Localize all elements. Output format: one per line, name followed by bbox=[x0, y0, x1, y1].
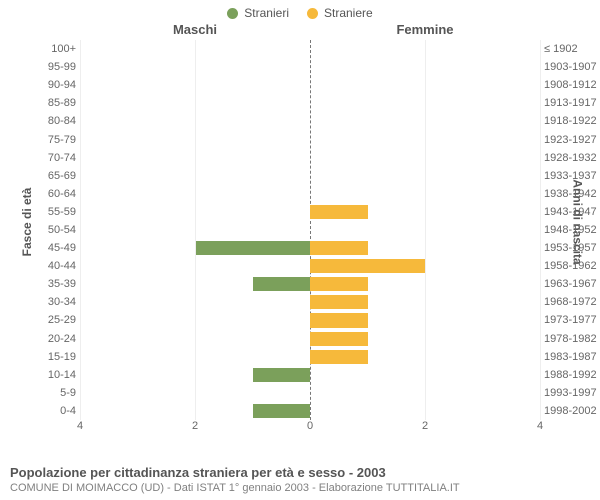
year-label: 1978-1982 bbox=[544, 333, 600, 345]
x-tick: 0 bbox=[307, 420, 313, 432]
year-label: 1908-1912 bbox=[544, 79, 600, 91]
age-label: 35-39 bbox=[24, 278, 76, 290]
bar-female bbox=[310, 259, 425, 273]
age-row: 95-991903-1907 bbox=[80, 58, 540, 76]
legend-item-female: Straniere bbox=[307, 6, 373, 20]
age-label: 20-24 bbox=[24, 333, 76, 345]
age-label: 30-34 bbox=[24, 296, 76, 308]
chart-area: Maschi Femmine Fasce di età Anni di nasc… bbox=[20, 22, 580, 442]
x-axis: 4 2 0 2 4 bbox=[80, 420, 540, 442]
age-row: 70-741928-1932 bbox=[80, 149, 540, 167]
x-tick: 4 bbox=[537, 420, 543, 432]
year-label: 1933-1937 bbox=[544, 170, 600, 182]
age-row: 20-241978-1982 bbox=[80, 330, 540, 348]
grid-line bbox=[80, 40, 81, 420]
bar-female bbox=[310, 205, 368, 219]
year-label: 1928-1932 bbox=[544, 152, 600, 164]
age-label: 40-44 bbox=[24, 260, 76, 272]
year-label: 1943-1947 bbox=[544, 206, 600, 218]
age-label: 45-49 bbox=[24, 242, 76, 254]
age-label: 65-69 bbox=[24, 170, 76, 182]
bar-female bbox=[310, 332, 368, 346]
swatch-male bbox=[227, 8, 238, 19]
age-row: 30-341968-1972 bbox=[80, 293, 540, 311]
age-row: 50-541948-1952 bbox=[80, 221, 540, 239]
age-label: 15-19 bbox=[24, 351, 76, 363]
x-tick: 2 bbox=[422, 420, 428, 432]
plot: 100+≤ 190295-991903-190790-941908-191285… bbox=[80, 40, 540, 420]
age-label: 70-74 bbox=[24, 152, 76, 164]
bar-female bbox=[310, 350, 368, 364]
bar-female bbox=[310, 277, 368, 291]
year-label: 1913-1917 bbox=[544, 97, 600, 109]
age-label: 50-54 bbox=[24, 224, 76, 236]
age-row: 65-691933-1937 bbox=[80, 167, 540, 185]
year-label: 1963-1967 bbox=[544, 278, 600, 290]
age-label: 95-99 bbox=[24, 61, 76, 73]
legend-label-female: Straniere bbox=[324, 6, 373, 20]
column-title-female: Femmine bbox=[310, 22, 540, 37]
caption: Popolazione per cittadinanza straniera p… bbox=[10, 465, 590, 494]
year-label: 1923-1927 bbox=[544, 134, 600, 146]
year-label: 1938-1942 bbox=[544, 188, 600, 200]
age-label: 75-79 bbox=[24, 134, 76, 146]
age-label: 10-14 bbox=[24, 369, 76, 381]
age-row: 75-791923-1927 bbox=[80, 130, 540, 148]
age-label: 5-9 bbox=[24, 387, 76, 399]
age-row: 55-591943-1947 bbox=[80, 203, 540, 221]
age-label: 60-64 bbox=[24, 188, 76, 200]
bar-male bbox=[253, 404, 311, 418]
age-row: 35-391963-1967 bbox=[80, 275, 540, 293]
year-label: 1958-1962 bbox=[544, 260, 600, 272]
age-row: 0-41998-2002 bbox=[80, 402, 540, 420]
year-label: 1918-1922 bbox=[544, 115, 600, 127]
age-row: 80-841918-1922 bbox=[80, 112, 540, 130]
bar-female bbox=[310, 313, 368, 327]
age-row: 40-441958-1962 bbox=[80, 257, 540, 275]
age-label: 25-29 bbox=[24, 314, 76, 326]
year-label: 1968-1972 bbox=[544, 296, 600, 308]
age-row: 45-491953-1957 bbox=[80, 239, 540, 257]
swatch-female bbox=[307, 8, 318, 19]
age-row: 15-191983-1987 bbox=[80, 348, 540, 366]
age-row: 85-891913-1917 bbox=[80, 94, 540, 112]
age-label: 100+ bbox=[24, 43, 76, 55]
bar-female bbox=[310, 295, 368, 309]
age-label: 80-84 bbox=[24, 115, 76, 127]
bar-male bbox=[253, 277, 311, 291]
legend-item-male: Stranieri bbox=[227, 6, 289, 20]
age-label: 85-89 bbox=[24, 97, 76, 109]
year-label: 1953-1957 bbox=[544, 242, 600, 254]
x-tick: 4 bbox=[77, 420, 83, 432]
legend-label-male: Stranieri bbox=[244, 6, 289, 20]
age-row: 60-641938-1942 bbox=[80, 185, 540, 203]
x-tick: 2 bbox=[192, 420, 198, 432]
year-label: ≤ 1902 bbox=[544, 43, 600, 55]
year-label: 1903-1907 bbox=[544, 61, 600, 73]
grid-line bbox=[540, 40, 541, 420]
grid-line bbox=[425, 40, 426, 420]
caption-title: Popolazione per cittadinanza straniera p… bbox=[10, 465, 590, 480]
age-label: 90-94 bbox=[24, 79, 76, 91]
bar-male bbox=[195, 241, 310, 255]
year-label: 1993-1997 bbox=[544, 387, 600, 399]
bar-male bbox=[253, 368, 311, 382]
age-row: 5-91993-1997 bbox=[80, 384, 540, 402]
age-row: 10-141988-1992 bbox=[80, 366, 540, 384]
year-label: 1948-1952 bbox=[544, 224, 600, 236]
bar-female bbox=[310, 241, 368, 255]
grid-line bbox=[195, 40, 196, 420]
year-label: 1988-1992 bbox=[544, 369, 600, 381]
year-label: 1983-1987 bbox=[544, 351, 600, 363]
age-row: 25-291973-1977 bbox=[80, 311, 540, 329]
column-title-male: Maschi bbox=[80, 22, 310, 37]
caption-subtitle: COMUNE DI MOIMACCO (UD) - Dati ISTAT 1° … bbox=[10, 482, 590, 494]
age-row: 100+≤ 1902 bbox=[80, 40, 540, 58]
legend: Stranieri Straniere bbox=[0, 0, 600, 22]
age-row: 90-941908-1912 bbox=[80, 76, 540, 94]
year-label: 1998-2002 bbox=[544, 405, 600, 417]
age-label: 55-59 bbox=[24, 206, 76, 218]
year-label: 1973-1977 bbox=[544, 314, 600, 326]
age-label: 0-4 bbox=[24, 405, 76, 417]
